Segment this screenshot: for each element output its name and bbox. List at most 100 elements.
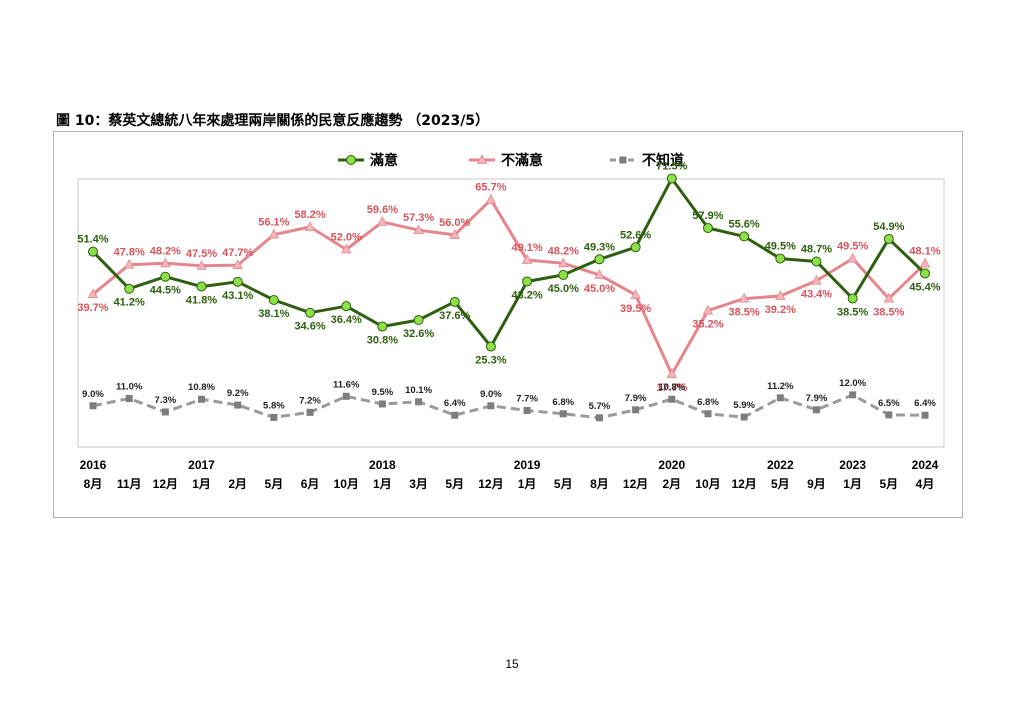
unknown-point: [198, 395, 206, 403]
dissatisfied-point: [919, 257, 931, 268]
satisfied-point: [196, 281, 207, 292]
legend-marker-dissatisfied: [476, 154, 488, 164]
unknown-data-label: 11.0%: [116, 382, 143, 393]
dissatisfied-point: [124, 258, 135, 269]
dissatisfied-point: [558, 257, 569, 268]
dissatisfied-point: [811, 274, 822, 285]
chart-legend: 滿意 不滿意 不知道: [338, 152, 684, 168]
satisfied-data-label: 48.7%: [801, 243, 832, 255]
dissatisfied-point: [630, 289, 641, 299]
dissatisfied-data-label: 49.5%: [837, 241, 868, 253]
x-axis-year-label: 2017: [188, 458, 215, 472]
unknown-point: [704, 410, 712, 418]
dissatisfied-data-label: 39.2%: [765, 304, 796, 316]
dissatisfied-point: [449, 229, 460, 239]
legend-marker-unknown: [619, 156, 627, 164]
x-axis-month-label: 10月: [695, 477, 720, 491]
unknown-data-label: 6.8%: [552, 397, 574, 408]
data-label-layer: 51.4% 39.7% 9.0% 41.2% 47.8% 11.0% 44.5% 48.2% 7…: [77, 161, 940, 412]
dissatisfied-point: [341, 243, 352, 254]
unknown-data-label: 6.4%: [444, 398, 466, 409]
satisfied-point: [88, 246, 98, 257]
x-axis-year-label: 2019: [514, 458, 541, 472]
dissatisfied-data-label: 43.4%: [801, 289, 832, 301]
unknown-point: [668, 395, 676, 403]
satisfied-data-label: 52.6%: [620, 229, 651, 241]
dissatisfied-data-label: 65.7%: [475, 182, 506, 194]
unknown-point: [89, 402, 97, 410]
dissatisfied-data-label: 57.3%: [403, 212, 434, 224]
x-axis-month-label: 8月: [590, 477, 609, 491]
dissatisfied-data-label: 59.6%: [367, 204, 398, 216]
x-axis-month-label: 2月: [228, 477, 247, 491]
dissatisfied-data-label: 47.7%: [222, 247, 253, 259]
satisfied-point: [522, 276, 533, 287]
unknown-data-label: 6.8%: [697, 397, 719, 408]
x-axis-month-label: 2月: [662, 477, 681, 491]
page-number: 15: [505, 657, 519, 671]
satisfied-data-label: 43.1%: [222, 290, 253, 302]
satisfied-data-label: 43.2%: [511, 289, 542, 301]
dissatisfied-data-label: 47.8%: [114, 247, 145, 259]
satisfied-point: [920, 268, 930, 279]
unknown-data-label: 11.2%: [767, 381, 794, 392]
x-axis: 2016 2017 2018 2019 2020 2022 2023 2024 8月 11月 12月…: [80, 458, 939, 491]
dissatisfied-point: [377, 215, 388, 226]
dissatisfied-data-label: 56.1%: [258, 217, 289, 229]
dissatisfied-point: [594, 269, 605, 279]
dissatisfied-point: [485, 193, 497, 204]
unknown-data-label: 9.0%: [480, 389, 502, 400]
satisfied-data-label: 36.4%: [331, 314, 362, 326]
dissatisfied-data-label: 38.5%: [729, 307, 760, 319]
satisfied-data-label: 44.5%: [150, 285, 181, 297]
dissatisfied-data-label: 48.1%: [909, 246, 940, 258]
x-axis-month-label: 1月: [518, 477, 537, 491]
satisfied-data-label: 38.5%: [837, 307, 868, 319]
unknown-point: [451, 411, 459, 419]
dissatisfied-data-label: 58.2%: [294, 209, 325, 221]
dissatisfied-data-label: 48.2%: [548, 245, 579, 257]
satisfied-point: [449, 296, 460, 307]
satisfied-point: [739, 231, 750, 242]
dissatisfied-data-label: 56.0%: [439, 217, 470, 229]
x-axis-month-label: 1月: [843, 477, 862, 491]
unknown-data-label: 5.8%: [263, 400, 285, 411]
unknown-point: [342, 392, 350, 400]
satisfied-data-label: 54.9%: [873, 221, 904, 233]
unknown-point: [595, 414, 603, 422]
figure-title: 圖 10：蔡英文總統八年來處理兩岸關係的民意反應趨勢 （2023/5）: [56, 113, 490, 129]
dissatisfied-point: [196, 259, 207, 270]
unknown-data-label: 10.8%: [658, 382, 685, 393]
x-axis-year-label: 2022: [767, 458, 794, 472]
series-layer: [87, 173, 931, 422]
satisfied-point: [775, 253, 786, 264]
unknown-point: [523, 407, 531, 415]
unknown-data-label: 5.7%: [589, 401, 611, 412]
dissatisfied-data-label: 45.0%: [584, 283, 615, 295]
x-axis-month-label: 8月: [84, 477, 103, 491]
x-axis-year-label: 2018: [369, 458, 396, 472]
unknown-data-label: 10.8%: [188, 382, 215, 393]
x-axis-month-label: 4月: [916, 477, 935, 491]
unknown-point: [812, 406, 820, 414]
unknown-data-label: 7.2%: [299, 395, 321, 406]
unknown-data-label: 5.9%: [733, 400, 755, 411]
dissatisfied-point: [847, 252, 858, 263]
legend-label-dissatisfied: 不滿意: [501, 152, 543, 168]
unknown-data-label: 6.4%: [914, 398, 936, 409]
legend-label-unknown: 不知道: [642, 152, 684, 168]
x-axis-month-label: 5月: [445, 477, 464, 491]
x-axis-month-label: 1月: [192, 477, 211, 491]
satisfied-point: [305, 307, 316, 318]
dissatisfied-point: [521, 254, 533, 264]
unknown-data-label: 7.3%: [155, 395, 177, 406]
satisfied-point: [341, 301, 352, 312]
unknown-point: [559, 410, 567, 418]
satisfied-point: [666, 173, 677, 184]
satisfied-data-label: 49.5%: [765, 241, 796, 253]
dissatisfied-data-label: 38.5%: [873, 307, 904, 319]
satisfied-data-label: 41.2%: [114, 297, 145, 309]
dissatisfied-point: [738, 292, 750, 303]
x-axis-month-label: 5月: [771, 477, 790, 491]
unknown-point: [632, 406, 640, 414]
